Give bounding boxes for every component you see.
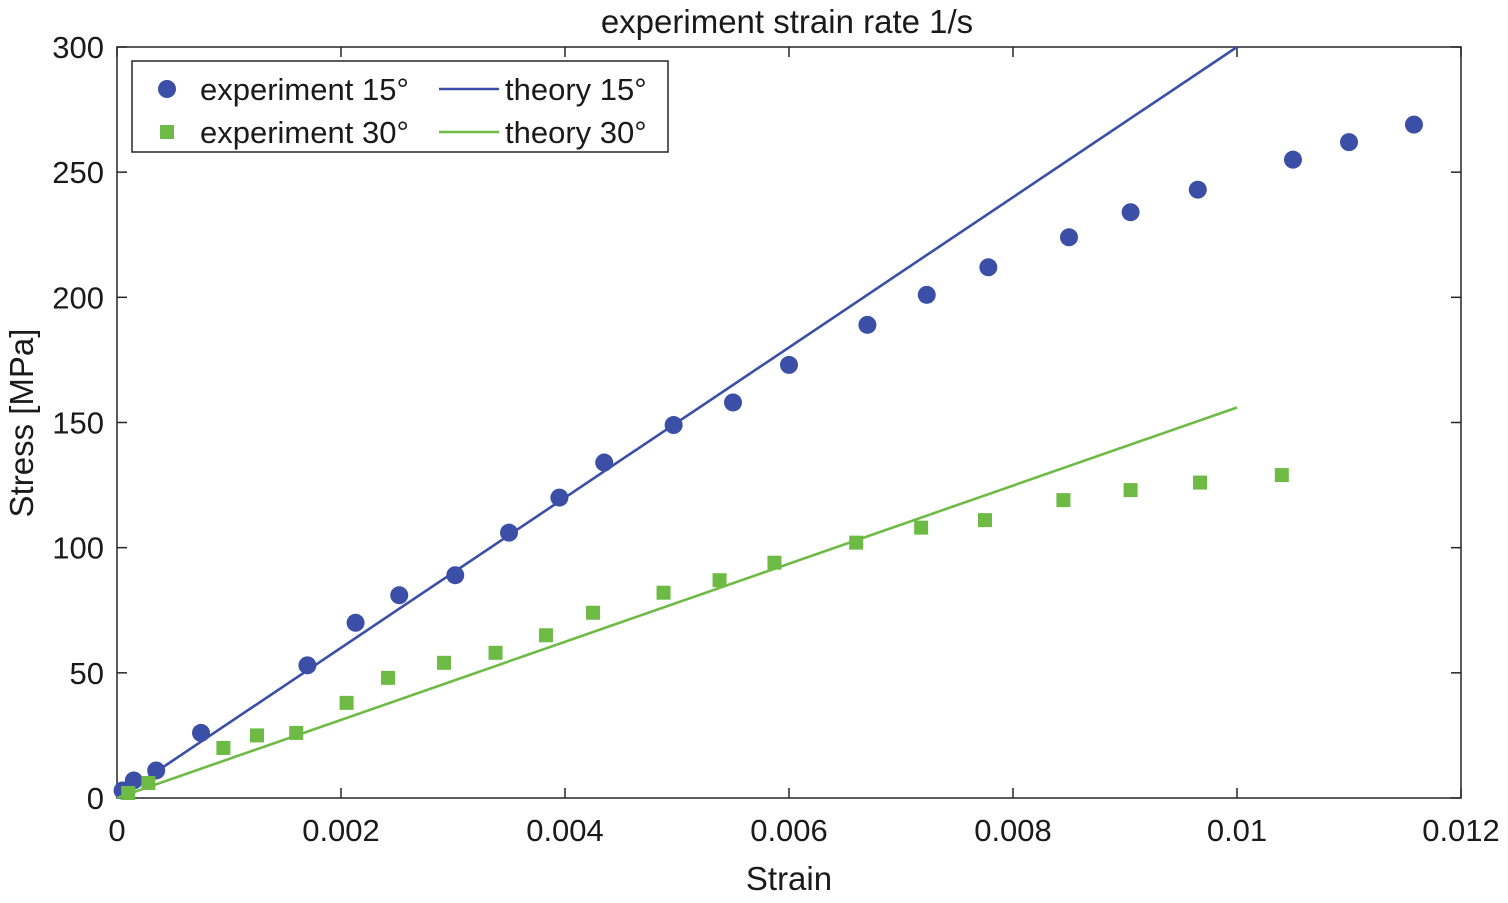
data-point bbox=[437, 655, 452, 670]
y-tick-label: 0 bbox=[87, 781, 104, 816]
series-experiment-15deg bbox=[113, 115, 1423, 800]
data-point bbox=[978, 513, 992, 528]
data-point bbox=[550, 488, 569, 507]
data-point bbox=[216, 740, 231, 755]
x-tick-label: 0.002 bbox=[302, 813, 380, 848]
data-point bbox=[381, 670, 396, 685]
data-point bbox=[298, 656, 317, 675]
legend-label: experiment 15° bbox=[200, 72, 409, 107]
data-point bbox=[346, 613, 365, 632]
legend-item-experiment-30deg: experiment 30° bbox=[160, 115, 409, 150]
data-point bbox=[192, 723, 210, 742]
series-theory-15deg bbox=[116, 45, 1238, 800]
plot-series bbox=[113, 45, 1423, 800]
legend-marker-swatch bbox=[158, 80, 176, 98]
x-tick-label: 0.01 bbox=[1207, 813, 1267, 848]
data-point bbox=[724, 393, 742, 412]
data-point bbox=[538, 628, 553, 643]
legend-item-theory-30deg: theory 30° bbox=[439, 115, 647, 150]
y-tick-label: 300 bbox=[52, 30, 104, 65]
data-point bbox=[488, 645, 503, 660]
legend-marker-swatch bbox=[160, 125, 174, 139]
data-point bbox=[1404, 115, 1423, 134]
series-line bbox=[116, 406, 1238, 800]
data-point bbox=[586, 605, 600, 620]
data-point bbox=[1121, 203, 1140, 222]
x-tick-label: 0.012 bbox=[1422, 813, 1500, 848]
y-tick-label: 150 bbox=[52, 406, 104, 441]
legend-item-theory-15deg: theory 15° bbox=[439, 72, 647, 107]
data-point bbox=[1188, 180, 1207, 199]
data-point bbox=[917, 285, 936, 304]
data-point bbox=[595, 453, 614, 472]
x-tick-label: 0.006 bbox=[750, 813, 828, 848]
legend-item-experiment-15deg: experiment 15° bbox=[158, 72, 409, 107]
data-point bbox=[339, 695, 354, 710]
legend-label: theory 15° bbox=[505, 72, 647, 107]
data-point bbox=[1340, 133, 1358, 152]
x-tick-label: 0.004 bbox=[526, 813, 604, 848]
series-line bbox=[116, 45, 1238, 800]
series-experiment-30deg bbox=[121, 468, 1289, 800]
data-point bbox=[250, 728, 264, 743]
y-tick-label: 100 bbox=[52, 531, 104, 566]
x-tick-label: 0.008 bbox=[974, 813, 1052, 848]
x-tick-label: 0 bbox=[108, 813, 125, 848]
legend: experiment 15° theory 15° experiment 30° th… bbox=[131, 60, 669, 153]
data-point bbox=[914, 520, 929, 535]
data-point bbox=[1056, 493, 1071, 508]
data-point bbox=[1193, 475, 1208, 490]
legend-box bbox=[131, 60, 669, 153]
y-axis-title: Stress [MPa] bbox=[3, 329, 40, 518]
data-point bbox=[712, 573, 727, 588]
legend-label: experiment 30° bbox=[200, 115, 409, 150]
plot-area-frame bbox=[116, 46, 1462, 799]
data-point bbox=[656, 585, 671, 600]
data-point bbox=[1123, 483, 1138, 498]
legend-label: theory 30° bbox=[505, 115, 647, 150]
axis-ticks: 0 0.002 0.004 0.006 0.008 0.01 0.012 0 50 100 150 2… bbox=[52, 30, 1500, 848]
y-tick-label: 50 bbox=[70, 656, 104, 691]
y-tick-label: 200 bbox=[52, 280, 104, 315]
x-axis-title: Strain bbox=[746, 860, 832, 897]
data-point bbox=[1060, 228, 1078, 247]
data-point bbox=[979, 258, 998, 277]
chart-title: experiment strain rate 1/s bbox=[601, 3, 973, 40]
series-theory-30deg bbox=[116, 406, 1238, 800]
y-tick-label: 250 bbox=[52, 155, 104, 190]
data-point bbox=[1274, 468, 1289, 483]
data-point bbox=[1284, 150, 1302, 169]
data-point bbox=[446, 566, 465, 585]
data-point bbox=[390, 586, 409, 605]
data-point bbox=[858, 315, 877, 334]
data-point bbox=[780, 355, 798, 374]
